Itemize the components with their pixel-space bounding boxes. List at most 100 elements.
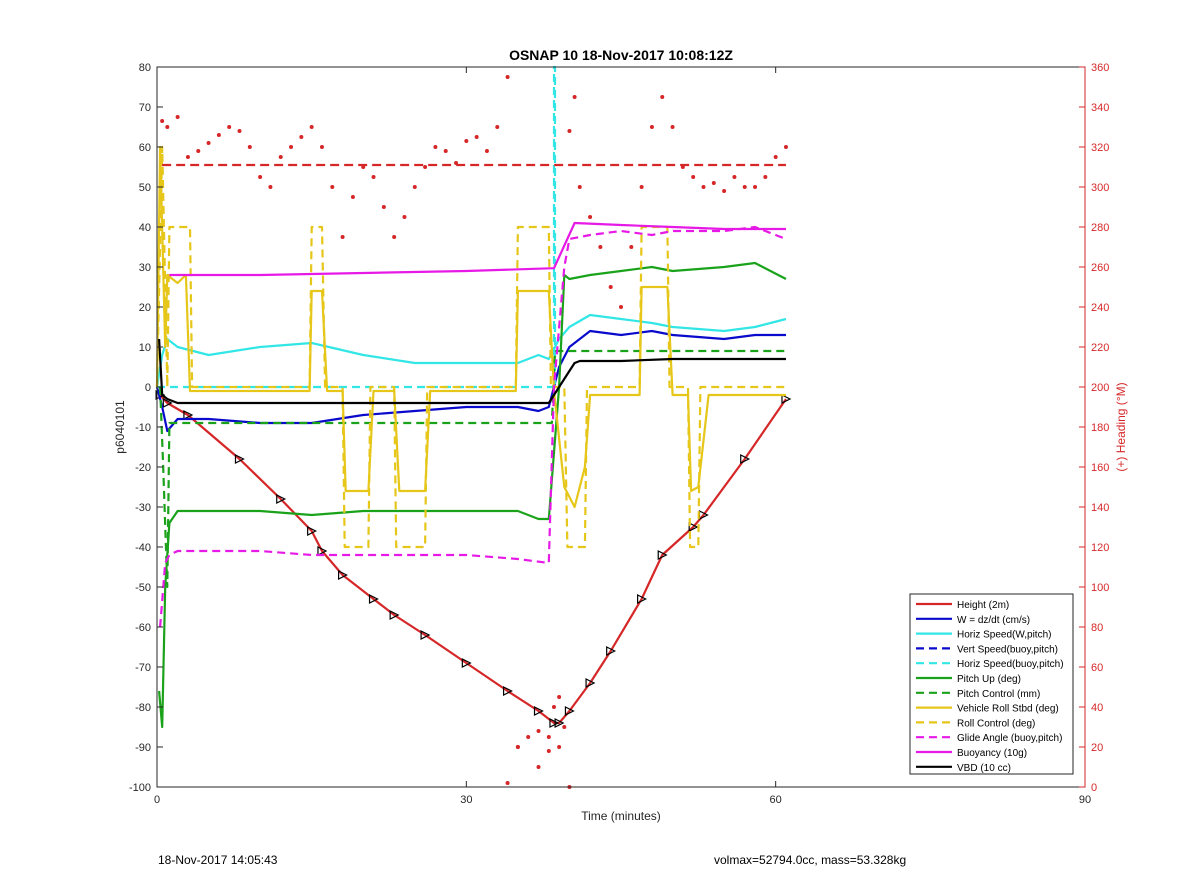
footer-volmax-mass: volmax=52794.0cc, mass=53.328kg [714,853,907,867]
heading-point [160,119,165,123]
heading-point [619,305,623,309]
y-tick-label: 40 [139,222,151,234]
heading-point [454,161,459,165]
heading-point [185,155,190,159]
heading-point [484,149,489,153]
heading-scatter-point [536,729,541,733]
heading-point [588,215,593,219]
heading-point [711,181,716,185]
heading-point [258,175,263,179]
height-marker [740,454,751,464]
height-marker [162,398,173,408]
heading-point [505,75,510,79]
height-marker [554,718,565,728]
heading-point [381,205,386,209]
y2-tick-label: 280 [1091,222,1109,234]
y2-tick-label: 220 [1091,342,1109,354]
y-tick-label: 0 [145,382,151,394]
heading-point [309,125,314,129]
heading-point [536,765,541,769]
heading-scatter-point [572,95,577,99]
y2-tick-label: 40 [1091,702,1103,714]
y-tick-label: -40 [135,542,151,554]
heading-point [237,129,242,133]
height-marker [585,678,596,688]
heading-point [299,135,304,139]
y2-tick-label: 260 [1091,262,1109,274]
y2-tick-label: 180 [1091,422,1109,434]
heading-point [598,245,603,249]
y-axis-label: p6040101 [113,400,127,454]
heading-point [165,125,170,129]
heading-point [732,175,737,179]
legend-label-7: Vehicle Roll Stbd (deg) [957,704,1059,715]
heading-point [577,185,582,189]
heading-point [402,215,407,219]
height-marker [461,658,472,668]
heading-point [701,185,706,189]
heading-point [392,235,397,239]
series-line-1 [155,329,786,433]
series-line-6 [159,349,786,589]
y2-tick-label: 360 [1091,62,1109,74]
y-tick-label: -10 [135,422,151,434]
y-tick-label: -50 [135,582,151,594]
y2-tick-label: 300 [1091,182,1109,194]
y-tick-label: 60 [139,142,151,154]
heading-point [557,745,562,749]
heading-scatter-point [562,725,567,729]
height-marker [183,410,194,420]
heading-point [196,149,201,153]
y2-tick-label: 320 [1091,142,1109,154]
y2-tick-label: 200 [1091,382,1109,394]
heading-point [227,125,232,129]
heading-point [350,195,355,199]
heading-scatter-point [526,735,531,739]
series-line-11 [158,338,786,405]
y2-tick-label: 20 [1091,742,1103,754]
heading-point [289,145,294,149]
y-tick-label: -60 [135,622,151,634]
y2-tick-label: 100 [1091,582,1109,594]
footer-timestamp: 18-Nov-2017 14:05:43 [158,853,278,867]
legend-label-10: Buoyancy (10g) [957,748,1027,759]
heading-point [680,165,685,169]
height-marker [688,522,699,532]
heading-point [773,155,778,159]
heading-point [639,185,644,189]
y2-axis-label: (+) Heading (°M) [1114,382,1128,471]
heading-point [175,115,180,119]
heading-scatter-point [515,745,520,749]
heading-point [319,145,324,149]
x-tick-label: 60 [770,794,782,806]
y-tick-label: 20 [139,302,151,314]
y-tick-label: 80 [139,62,151,74]
heading-point [361,165,366,169]
y-tick-label: 50 [139,182,151,194]
heading-point [567,129,572,133]
heading-point [371,175,376,179]
height-marker [637,594,647,604]
heading-point [247,145,252,149]
height-marker [276,494,287,504]
legend-label-0: Height (2m) [957,600,1009,611]
legend-label-5: Pitch Up (deg) [957,674,1021,685]
heading-point [763,175,768,179]
y-tick-label: -90 [135,742,151,754]
height-marker [234,454,245,464]
series-line-2 [155,313,787,388]
heading-point [433,145,438,149]
heading-point [412,185,417,189]
height-marker [368,594,379,604]
legend-label-3: Vert Speed(buoy,pitch) [957,644,1058,655]
height-marker [502,686,513,696]
heading-point [443,149,448,153]
y2-tick-label: 140 [1091,502,1109,514]
axes-layer: 0 30 60 90-100-90-80-70-60-50-40-30-20-1001… [129,62,1109,806]
heading-layer [160,75,788,789]
heading-scatter-point [557,695,562,699]
heading-point [649,125,654,129]
y-tick-label: -20 [135,462,151,474]
height-marker [307,526,318,536]
x-tick-label: 30 [460,794,472,806]
